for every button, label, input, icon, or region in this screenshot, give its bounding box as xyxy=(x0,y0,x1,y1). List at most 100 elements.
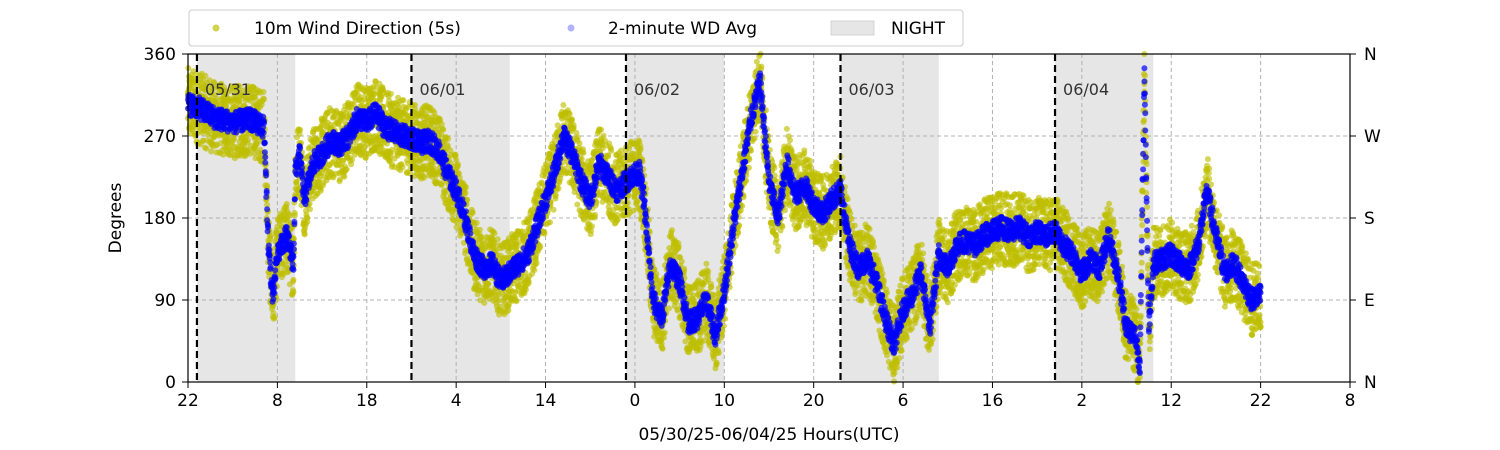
wind-direction-point xyxy=(211,80,218,86)
wind-direction-point xyxy=(920,250,927,257)
wind-direction-point xyxy=(675,243,682,250)
wind-direction-point xyxy=(605,153,612,160)
wind-direction-point xyxy=(244,137,251,143)
wind-direction-point xyxy=(481,299,488,306)
wind-direction-point xyxy=(821,242,828,249)
wind-direction-point xyxy=(231,136,237,143)
wind-direction-point xyxy=(844,196,851,203)
wind-direction-point xyxy=(400,97,407,104)
wind-direction-point xyxy=(290,289,297,295)
wind-direction-point xyxy=(343,166,350,173)
wind-direction-point xyxy=(787,137,793,144)
wind-direction-point xyxy=(485,280,492,287)
wind-direction-point xyxy=(555,185,562,192)
wind-direction-point xyxy=(202,87,209,94)
wind-direction-point xyxy=(708,283,715,290)
wind-direction-point xyxy=(547,219,553,226)
wind-direction-point xyxy=(236,83,243,90)
wind-direction-point xyxy=(771,164,778,171)
wind-direction-point xyxy=(858,297,865,304)
wind-direction-point xyxy=(261,96,267,103)
wind-direction-point xyxy=(552,192,559,199)
wind-direction-point xyxy=(851,222,858,229)
wind-direction-point xyxy=(598,126,604,133)
wind-direction-point xyxy=(659,345,666,352)
wind-direction-point xyxy=(210,85,217,92)
wind-direction-point xyxy=(678,258,685,265)
wind-direction-point xyxy=(576,140,583,147)
wind-direction-point xyxy=(440,126,447,133)
wind-direction-point xyxy=(304,218,311,225)
wind-direction-point xyxy=(537,243,544,250)
wind-direction-point xyxy=(866,226,873,232)
wind-direction-point xyxy=(291,209,298,216)
wind-direction-point xyxy=(926,346,932,353)
wind-direction-point xyxy=(513,298,520,305)
wind-direction-point xyxy=(894,364,901,371)
wind-direction-point xyxy=(751,135,758,142)
wind-direction-point xyxy=(898,347,905,354)
wind-direction-point xyxy=(399,164,406,171)
wind-direction-point xyxy=(661,329,668,336)
wind-direction-point xyxy=(264,182,271,189)
wind-direction-point xyxy=(541,230,548,237)
wind-direction-point xyxy=(260,88,267,95)
wind-direction-point xyxy=(341,173,348,180)
wind-direction-point xyxy=(267,233,274,240)
wind-direction-point xyxy=(713,359,720,366)
wind-direction-point xyxy=(271,314,278,321)
wind-direction-point xyxy=(637,145,644,152)
wind-direction-point xyxy=(491,230,498,237)
wind-direction-point xyxy=(669,227,675,234)
wind-direction-point xyxy=(208,148,215,155)
wind-direction-point xyxy=(801,150,808,157)
wind-direction-point xyxy=(206,129,212,136)
wind-direction-point xyxy=(297,126,304,133)
wind-direction-point xyxy=(574,201,581,208)
wind-direction-point xyxy=(531,267,538,274)
wind-direction-point xyxy=(213,95,220,102)
wind-direction-point xyxy=(202,72,209,79)
wind-direction-point xyxy=(469,209,476,216)
wind-direction-point xyxy=(568,116,575,123)
wind-direction-point xyxy=(758,63,765,70)
wind-direction-point xyxy=(463,184,469,191)
wind-direction-point xyxy=(703,260,710,267)
wind-direction-point xyxy=(909,325,915,332)
wind-direction-point xyxy=(560,102,567,108)
wind-direction-point xyxy=(918,241,925,248)
wind-direction-point xyxy=(550,206,557,213)
wind-direction-point xyxy=(608,147,615,154)
wind-direction-point xyxy=(412,102,418,108)
wind-direction-point xyxy=(848,216,855,222)
wind-direction-point xyxy=(871,243,877,250)
wind-direction-point xyxy=(525,280,532,287)
wind-direction-point xyxy=(203,145,210,152)
wind-direction-point xyxy=(533,260,540,266)
wind-direction-point xyxy=(473,219,480,226)
wind-direction-point xyxy=(705,268,712,275)
wind-direction-point xyxy=(462,189,469,196)
wind-direction-point xyxy=(653,270,660,277)
wind-direction-point xyxy=(476,226,483,233)
wind-direction-point xyxy=(452,151,459,158)
wind-direction-point xyxy=(715,349,722,356)
wind-direction-point xyxy=(807,162,814,169)
wind-direction-point xyxy=(773,236,780,243)
wind-direction-point xyxy=(454,163,461,169)
wind-direction-point xyxy=(896,355,903,361)
wind-direction-point xyxy=(283,200,290,207)
wind-direction-point xyxy=(387,90,394,97)
wind-direction-point xyxy=(445,135,452,142)
wind-direction-point xyxy=(852,288,859,295)
wind-direction-point xyxy=(580,149,587,156)
wind-direction-point xyxy=(589,223,595,230)
wind-direction-point xyxy=(600,132,607,139)
wind-direction-point xyxy=(494,236,501,243)
wind-direction-point xyxy=(290,276,297,283)
wind-direction-point xyxy=(879,270,886,277)
wind-direction-point xyxy=(592,211,599,218)
wind-direction-point xyxy=(897,282,904,289)
wind-direction-point xyxy=(903,333,910,340)
